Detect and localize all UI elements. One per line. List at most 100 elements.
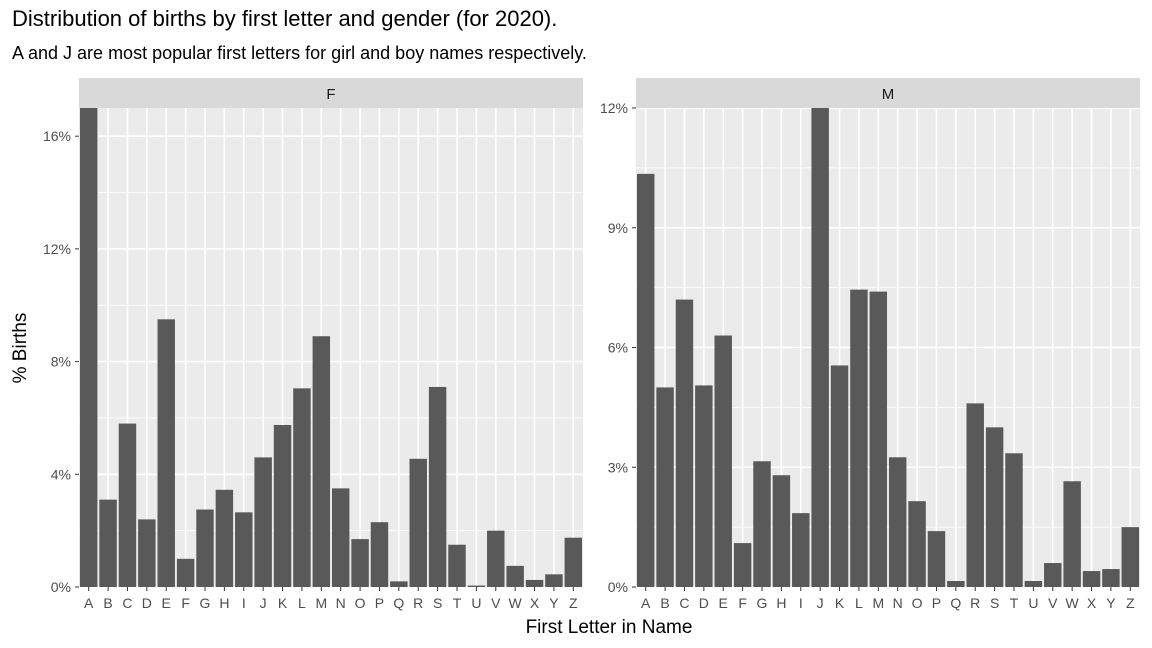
y-tick-label: 12% bbox=[43, 241, 71, 257]
bar-M-I bbox=[792, 513, 810, 587]
bar-F-M bbox=[312, 336, 331, 587]
bar-F-U bbox=[467, 585, 486, 587]
facet-panel-F: 0%4%8%12%16%A B C D E F G H I J K L M N O P Q R S T U V W X Y ZF bbox=[43, 78, 583, 611]
x-tick-label: T bbox=[453, 595, 462, 611]
bar-F-Z bbox=[564, 537, 583, 587]
bar-M-S bbox=[985, 427, 1004, 587]
bar-F-R bbox=[409, 458, 427, 587]
x-tick-label: E bbox=[162, 595, 171, 611]
x-tick-label: G bbox=[757, 595, 768, 611]
bar-F-N bbox=[331, 488, 350, 587]
bar-M-E bbox=[714, 335, 732, 587]
bar-F-F bbox=[176, 558, 195, 587]
x-tick-label: A bbox=[84, 595, 94, 611]
facet-strip-label: M bbox=[882, 86, 895, 103]
bar-F-E bbox=[157, 319, 175, 587]
x-tick-label: P bbox=[932, 595, 941, 611]
bar-F-O bbox=[351, 539, 369, 587]
x-tick-label: D bbox=[699, 595, 709, 611]
bar-M-Q bbox=[947, 581, 965, 587]
y-tick-label: 3% bbox=[608, 459, 628, 475]
bar-M-F bbox=[733, 543, 752, 587]
x-tick-label: V bbox=[1048, 595, 1058, 611]
x-tick-label: H bbox=[776, 595, 786, 611]
bar-F-L bbox=[293, 388, 311, 587]
panel-background bbox=[79, 108, 583, 587]
x-tick-label: V bbox=[491, 595, 501, 611]
x-tick-label: H bbox=[219, 595, 229, 611]
y-axis-title: % Births bbox=[10, 313, 31, 384]
bar-M-O bbox=[908, 501, 926, 587]
facet-panel-M: 0%3%6%9%12%A B C D E F G H I J K L M N O P Q R S T U V W X Y ZM bbox=[600, 78, 1140, 611]
y-tick-label: 9% bbox=[608, 220, 628, 236]
x-tick-label: J bbox=[260, 595, 267, 611]
x-tick-label: Z bbox=[569, 595, 578, 611]
bar-F-Q bbox=[390, 581, 408, 587]
x-tick-label: A bbox=[641, 595, 651, 611]
bar-F-C bbox=[118, 423, 137, 587]
x-tick-label: M bbox=[315, 595, 327, 611]
bar-M-T bbox=[1005, 453, 1023, 587]
facet-strip bbox=[636, 78, 1140, 108]
x-tick-label: Z bbox=[1126, 595, 1135, 611]
bar-F-T bbox=[448, 544, 466, 587]
chart-subtitle: A and J are most popular first letters f… bbox=[12, 43, 587, 63]
x-tick-label: E bbox=[719, 595, 728, 611]
bar-F-K bbox=[273, 424, 292, 587]
bar-F-V bbox=[487, 530, 505, 587]
bar-F-W bbox=[506, 565, 524, 587]
x-tick-label: X bbox=[1087, 595, 1097, 611]
bar-M-B bbox=[656, 387, 674, 587]
bar-F-X bbox=[525, 579, 544, 587]
x-tick-label: P bbox=[375, 595, 384, 611]
x-tick-label: U bbox=[1028, 595, 1038, 611]
bar-F-H bbox=[215, 489, 234, 587]
bar-F-Y bbox=[545, 574, 563, 587]
bar-M-X bbox=[1082, 571, 1101, 587]
x-tick-label: X bbox=[530, 595, 540, 611]
facet-strip-label: F bbox=[326, 86, 335, 103]
bar-M-A bbox=[636, 173, 655, 588]
bar-F-G bbox=[196, 509, 214, 587]
x-tick-label: T bbox=[1010, 595, 1019, 611]
bar-M-H bbox=[772, 475, 791, 587]
bar-M-Y bbox=[1102, 569, 1120, 587]
x-tick-label: Q bbox=[950, 595, 961, 611]
x-tick-label: O bbox=[355, 595, 366, 611]
bar-M-P bbox=[927, 531, 946, 587]
x-tick-label: K bbox=[835, 595, 845, 611]
x-tick-label: S bbox=[990, 595, 999, 611]
x-tick-label: Y bbox=[549, 595, 559, 611]
x-tick-label: N bbox=[336, 595, 346, 611]
bar-F-P bbox=[370, 522, 389, 587]
bar-M-M bbox=[869, 291, 888, 587]
y-tick-label: 12% bbox=[600, 100, 628, 116]
chart-title: Distribution of births by first letter a… bbox=[12, 6, 558, 31]
bar-M-U bbox=[1024, 581, 1043, 587]
bar-M-D bbox=[695, 385, 713, 587]
bar-M-W bbox=[1063, 481, 1081, 587]
x-tick-label: K bbox=[278, 595, 288, 611]
bar-F-D bbox=[138, 519, 156, 587]
bar-F-I bbox=[235, 512, 253, 587]
x-tick-label: B bbox=[660, 595, 669, 611]
x-tick-label: Y bbox=[1106, 595, 1116, 611]
x-tick-label: W bbox=[509, 595, 523, 611]
x-tick-label: G bbox=[200, 595, 211, 611]
bar-M-R bbox=[966, 403, 984, 587]
y-tick-label: 16% bbox=[43, 128, 71, 144]
x-tick-label: S bbox=[433, 595, 442, 611]
x-tick-label: R bbox=[970, 595, 980, 611]
x-tick-label: W bbox=[1066, 595, 1080, 611]
x-tick-label: C bbox=[679, 595, 689, 611]
y-tick-label: 4% bbox=[51, 466, 71, 482]
bar-F-S bbox=[428, 386, 447, 587]
bar-F-J bbox=[254, 457, 272, 587]
x-tick-label: Q bbox=[393, 595, 404, 611]
x-tick-label: F bbox=[181, 595, 190, 611]
y-tick-label: 0% bbox=[51, 579, 71, 595]
bar-M-G bbox=[753, 461, 771, 587]
bar-M-C bbox=[675, 299, 694, 587]
x-tick-label: M bbox=[872, 595, 884, 611]
